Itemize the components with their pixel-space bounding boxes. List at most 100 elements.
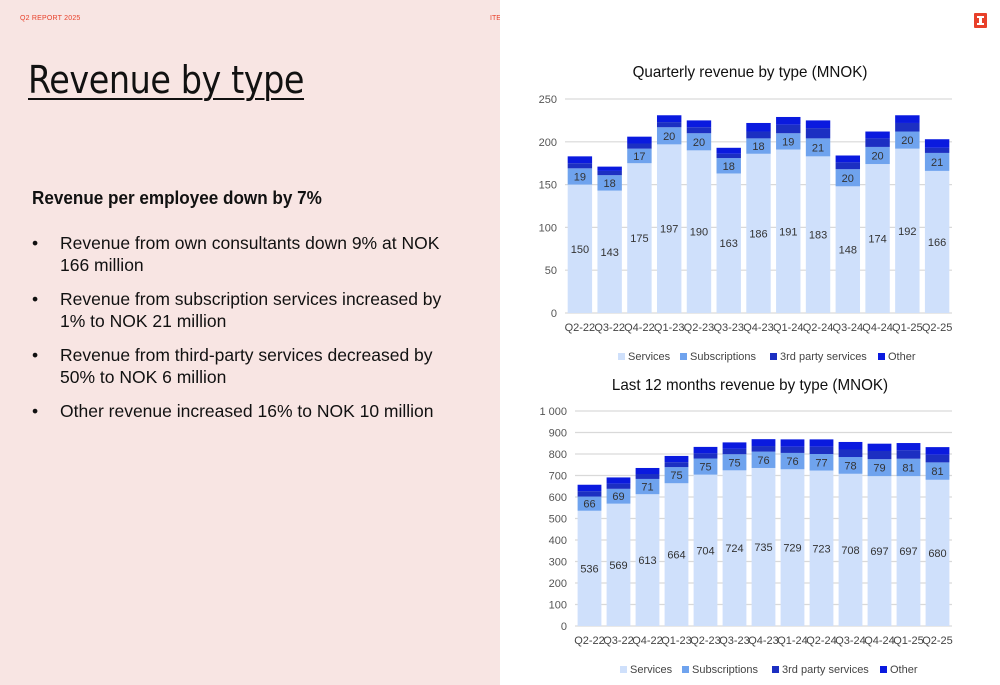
bar-segment	[895, 148, 920, 313]
y-tick-label: 200	[539, 137, 557, 149]
bar-segment	[809, 446, 834, 454]
bar-segment	[809, 470, 834, 626]
x-tick-label: Q4-24	[862, 322, 893, 334]
x-tick-label: Q2-25	[922, 635, 953, 647]
bar-segment	[635, 467, 660, 474]
right-panel: Quarterly revenue by type (MNOK) 0 50 100 1…	[500, 0, 1000, 685]
data-label: 17	[633, 151, 645, 163]
y-tick-label: 400	[549, 535, 567, 547]
data-label: 69	[612, 491, 624, 503]
bar-segment	[925, 479, 950, 626]
bar-segment	[805, 156, 831, 313]
data-label: 183	[809, 230, 827, 242]
legend-swatch	[772, 666, 779, 673]
bar-segment	[746, 138, 771, 154]
x-tick-label: Q2-24	[806, 635, 837, 647]
subheading: Revenue per employee down by 7%	[32, 188, 322, 208]
bar-segment	[865, 146, 890, 165]
bar-segment	[896, 443, 921, 451]
bar-segment	[693, 458, 718, 475]
bar-segment	[664, 462, 689, 468]
bar-segment	[656, 127, 682, 145]
bar-segment	[577, 484, 602, 492]
bar-segment	[746, 153, 771, 313]
data-label: 174	[868, 234, 886, 246]
data-label: 19	[574, 171, 586, 183]
chart-title-ltm: Last 12 months revenue by type (MNOK)	[611, 377, 889, 394]
bar-segment	[656, 144, 682, 313]
data-label: 148	[839, 245, 857, 257]
data-label: 569	[609, 560, 627, 572]
bar-segment	[722, 442, 747, 449]
y-tick-label: 700	[549, 471, 567, 483]
bar-segment	[577, 491, 602, 497]
legend-label: Services	[628, 351, 671, 363]
bar-segment	[597, 190, 622, 313]
legend-swatch	[618, 353, 625, 360]
bar-segment	[776, 116, 801, 125]
y-tick-label: 100	[539, 222, 557, 234]
data-label: 664	[667, 550, 685, 562]
data-label: 81	[931, 466, 943, 478]
bullet-icon: •	[32, 401, 39, 421]
bar-segment	[577, 510, 602, 626]
bar-segment	[577, 496, 602, 511]
bar-segment	[722, 470, 747, 626]
data-label: 75	[699, 462, 711, 474]
data-label: 704	[696, 545, 714, 557]
bar-segment	[895, 122, 920, 132]
x-tick-label: Q1-24	[777, 635, 808, 647]
data-label: 20	[693, 137, 705, 149]
bar-segment	[567, 184, 593, 313]
data-label: 75	[670, 470, 682, 482]
bullet-item: • Revenue from subscription services incr…	[32, 288, 452, 332]
x-tick-label: Q3-23	[719, 635, 750, 647]
data-label: 19	[782, 136, 794, 148]
bar-segment	[924, 170, 950, 313]
bar-segment	[838, 457, 863, 474]
x-tick-label: Q4-23	[743, 322, 774, 334]
data-label: 150	[571, 244, 589, 256]
bar-segment	[925, 462, 950, 480]
bar-segment	[925, 454, 950, 463]
x-tick-label: Q4-22	[624, 322, 655, 334]
legend-swatch	[880, 666, 887, 673]
x-tick-label: Q2-25	[922, 322, 953, 334]
data-label: 175	[630, 233, 648, 245]
y-tick-label: 50	[545, 265, 557, 277]
bar-segment	[924, 147, 950, 153]
bar-segment	[567, 168, 593, 185]
bar-segment	[867, 476, 892, 626]
bar-segment	[835, 155, 861, 163]
bar-segment	[627, 136, 652, 144]
x-tick-label: Q4-23	[748, 635, 779, 647]
data-label: 697	[899, 546, 917, 558]
report-label: Q2 REPORT 2025	[20, 15, 81, 22]
x-tick-label: Q2-22	[574, 635, 605, 647]
x-tick-label: Q2-24	[803, 322, 834, 334]
bar-segment	[776, 149, 801, 313]
bar-segment	[835, 162, 861, 170]
data-label: 21	[931, 157, 943, 169]
bar-segment	[835, 169, 861, 187]
bar-segment	[606, 503, 631, 626]
bar-segment	[746, 122, 771, 132]
bar-segment	[838, 441, 863, 450]
bar-segment	[809, 454, 834, 471]
data-label: 197	[660, 224, 678, 236]
y-tick-label: 500	[549, 514, 567, 526]
bar-segment	[805, 128, 831, 139]
bar-segment	[722, 448, 747, 455]
bullet-text: Revenue from own consultants down 9% at …	[60, 233, 440, 275]
quarterly-revenue-chart: 0 50 100 150 200 250 150 19 Q2-22 143 18 Q3-22 175 17…	[539, 94, 953, 363]
bar-segment	[686, 127, 712, 134]
bar-segment	[664, 467, 689, 484]
bar-segment	[567, 163, 593, 169]
bar-segment	[838, 473, 863, 626]
bar-segment	[751, 439, 776, 447]
bullet-item: • Revenue from own consultants down 9% at…	[32, 232, 452, 276]
bar-segment	[896, 476, 921, 626]
bar-segment	[838, 449, 863, 458]
bar-segment	[780, 439, 805, 447]
x-tick-label: Q2-22	[565, 322, 596, 334]
